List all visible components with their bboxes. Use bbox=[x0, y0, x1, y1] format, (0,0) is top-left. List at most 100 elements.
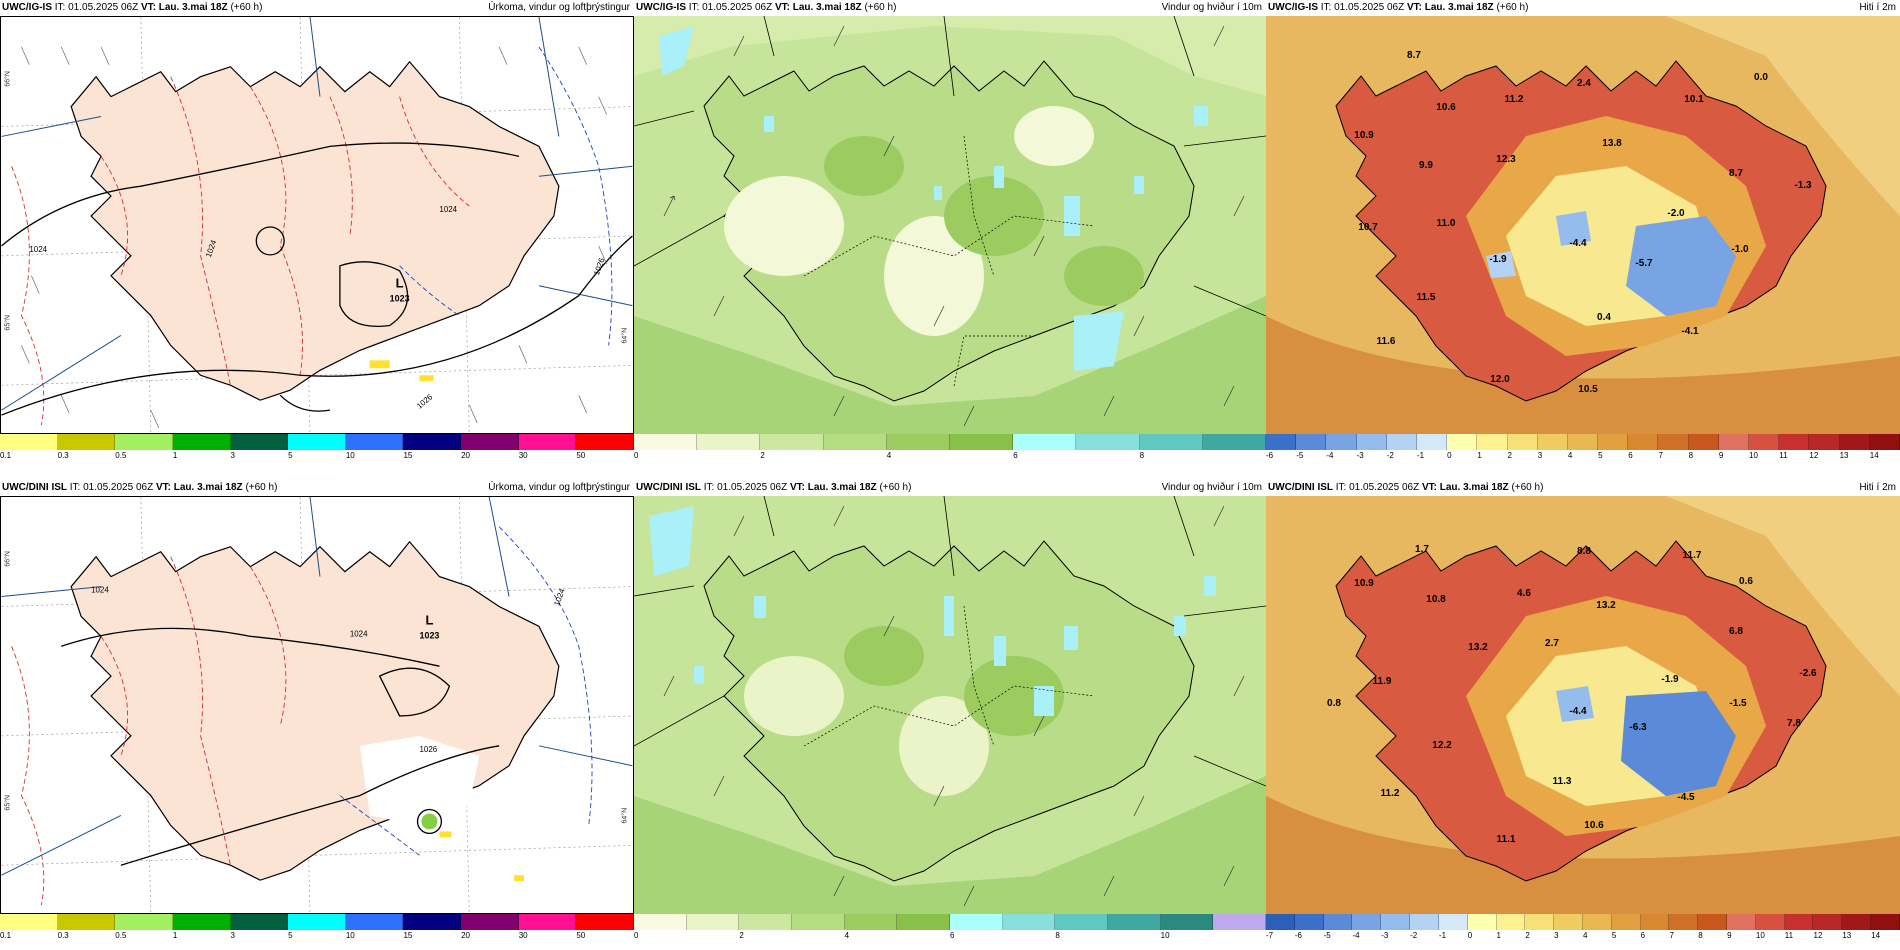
low-pressure-letter: L bbox=[426, 612, 434, 627]
colorbar-tick: 9 bbox=[1718, 451, 1724, 460]
colorbar-swatch bbox=[1323, 914, 1353, 930]
colorbar-swatch bbox=[792, 914, 845, 930]
lat-label: 66°N bbox=[3, 71, 11, 87]
colorbar-swatch bbox=[1108, 914, 1161, 930]
colorbar-tick: 2 bbox=[739, 931, 744, 940]
it-label: IT: bbox=[703, 482, 715, 493]
it-label: IT: bbox=[1320, 2, 1332, 13]
it-label: IT: bbox=[69, 482, 81, 493]
temperature-label: 11.0 bbox=[1437, 218, 1456, 229]
vt-label: VT: bbox=[789, 482, 805, 493]
colorbar-tick: 10 bbox=[1755, 931, 1765, 940]
colorbar-tick: 15 bbox=[403, 931, 413, 940]
temperature-label: 12.3 bbox=[1496, 154, 1516, 165]
temperature-label: 10.6 bbox=[1436, 102, 1456, 113]
temp-map: 1.7 8.8 11.7 10.9 0.6 10.8 4.6 13.2 6.8 13.2 2.7 -2… bbox=[1266, 496, 1900, 914]
temperature-label: -1.5 bbox=[1729, 698, 1747, 709]
temperature-label: 10.6 bbox=[1584, 820, 1604, 831]
colorbar-swatch bbox=[1139, 434, 1203, 450]
temperature-label: -1.9 bbox=[1661, 674, 1679, 685]
colorbar-swatch bbox=[172, 434, 231, 450]
colorbar-swatch bbox=[634, 914, 687, 930]
colorbar-swatch bbox=[1628, 434, 1659, 450]
temperature-label: -1.3 bbox=[1794, 180, 1812, 191]
temperature-label: 12.0 bbox=[1490, 374, 1510, 385]
temperature-label: 0.6 bbox=[1739, 576, 1753, 587]
colorbar-tick: 12 bbox=[1813, 931, 1823, 940]
product-title: Hiti í 2m bbox=[1859, 482, 1896, 493]
colorbar-tick: 14 bbox=[1871, 931, 1881, 940]
issue-time: 01.05.2025 06Z bbox=[702, 2, 773, 13]
colorbar-tick: 4 bbox=[844, 931, 850, 940]
colorbar-tick: -1 bbox=[1416, 451, 1425, 460]
isobar-label: 1024 bbox=[350, 629, 368, 638]
lat-label: 65°N bbox=[3, 795, 11, 811]
colorbar-tick: -5 bbox=[1296, 451, 1304, 460]
colorbar-swatch bbox=[1381, 914, 1411, 930]
temperature-label: 8.8 bbox=[1577, 546, 1591, 557]
colorbar-tick: 1 bbox=[1496, 931, 1501, 940]
temperature-label: 13.2 bbox=[1468, 642, 1488, 653]
vt-label: VT: bbox=[155, 482, 171, 493]
colorbar-swatch bbox=[461, 914, 519, 930]
colorbar-swatch bbox=[230, 434, 289, 450]
colorbar-swatch bbox=[697, 434, 761, 450]
vt-label: VT: bbox=[1406, 2, 1422, 13]
model-label: UWC/IG-IS bbox=[636, 2, 686, 13]
colorbar-tick: 5 bbox=[288, 931, 293, 940]
colorbar-swatch bbox=[1688, 434, 1719, 450]
temp-colorbar: -7 -6 -5 -4 -3 -2 -1 0 1 2 3 4 5 6 7 8 9 10 11 12 13 14 bbox=[1266, 914, 1900, 942]
colorbar-swatch bbox=[461, 434, 519, 450]
colorbar-swatch bbox=[1749, 434, 1780, 450]
temperature-label: 0.8 bbox=[1327, 698, 1341, 709]
colorbar-swatch bbox=[115, 914, 173, 930]
colorbar-swatch bbox=[0, 914, 58, 930]
temperature-label: 11.1 bbox=[1497, 834, 1516, 845]
colorbar-tick: 3 bbox=[230, 931, 235, 940]
model-label: UWC/DINI ISL bbox=[636, 482, 701, 493]
temperature-label: 6.8 bbox=[1729, 626, 1743, 637]
colorbar-tick: 0.5 bbox=[115, 451, 127, 460]
colorbar-swatch bbox=[1813, 914, 1843, 930]
colorbar-swatch bbox=[950, 914, 1003, 930]
colorbar-swatch bbox=[1755, 914, 1785, 930]
colorbar-tick: 7 bbox=[1669, 931, 1674, 940]
issue-time: 01.05.2025 06Z bbox=[1349, 482, 1420, 493]
colorbar-tick: 30 bbox=[518, 931, 528, 940]
lat-label: 66°N bbox=[3, 551, 11, 567]
colorbar-swatch bbox=[518, 434, 577, 450]
colorbar-swatch bbox=[823, 434, 887, 450]
temperature-label: 10.7 bbox=[1358, 222, 1378, 233]
temperature-label: -4.4 bbox=[1569, 706, 1587, 717]
temperature-label: 8.7 bbox=[1729, 168, 1743, 179]
colorbar-swatch bbox=[345, 434, 404, 450]
colorbar-tick: -4 bbox=[1352, 931, 1360, 940]
colorbar-swatch bbox=[1582, 914, 1612, 930]
lead-time: (+60 h) bbox=[864, 2, 897, 13]
colorbar-tick: 30 bbox=[518, 451, 528, 460]
wind-map bbox=[634, 496, 1266, 914]
vt-label: VT: bbox=[140, 2, 156, 13]
colorbar-swatch bbox=[950, 434, 1014, 450]
colorbar-tick: 5 bbox=[1611, 931, 1617, 940]
valid-time: Lau. 3.mai 18Z bbox=[792, 2, 862, 13]
colorbar-swatch bbox=[1809, 434, 1840, 450]
wind-map bbox=[634, 16, 1266, 434]
colorbar-tick: 2 bbox=[1525, 931, 1530, 940]
colorbar-tick: -1 bbox=[1438, 931, 1447, 940]
colorbar-tick: 0.5 bbox=[115, 931, 127, 940]
panel-precip-bottom: UWC/DINI ISL IT: 01.05.2025 06Z VT: Lau.… bbox=[0, 480, 634, 950]
colorbar-swatch bbox=[844, 914, 898, 930]
colorbar-tick: 6 bbox=[1628, 451, 1633, 460]
colorbar-tick: 6 bbox=[1013, 451, 1018, 460]
colorbar-swatch bbox=[1842, 914, 1872, 930]
panel-header: UWC/IG-IS IT: 01.05.2025 06Z VT: Lau. 3.… bbox=[0, 0, 634, 16]
panel-precip-top: UWC/IG-IS IT: 01.05.2025 06Z VT: Lau. 3.… bbox=[0, 0, 634, 470]
colorbar-tick: -5 bbox=[1323, 931, 1331, 940]
colorbar-swatch bbox=[1002, 914, 1056, 930]
colorbar-swatch bbox=[518, 914, 577, 930]
temperature-label: 2.7 bbox=[1545, 638, 1559, 649]
colorbar-swatch bbox=[1356, 434, 1387, 450]
temperature-label: 2.4 bbox=[1577, 78, 1591, 89]
colorbar-tick: 50 bbox=[576, 931, 586, 940]
